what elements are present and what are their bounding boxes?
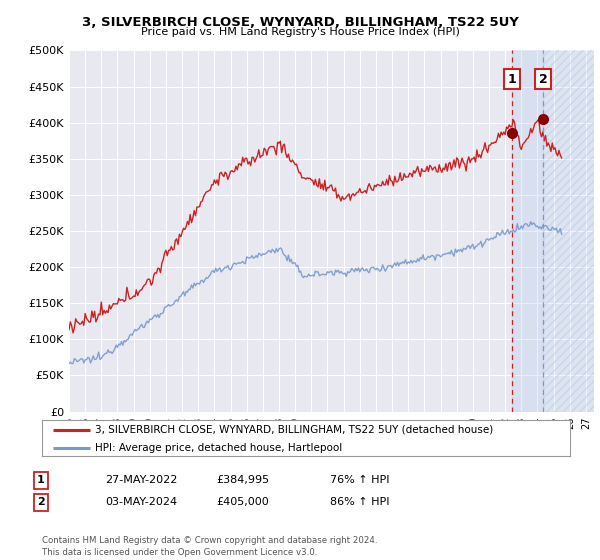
Text: 2: 2 [37,497,44,507]
Bar [512,50,543,412]
Text: Contains HM Land Registry data © Crown copyright and database right 2024.
This d: Contains HM Land Registry data © Crown c… [42,536,377,557]
Text: 27-MAY-2022: 27-MAY-2022 [105,475,178,486]
Text: 3, SILVERBIRCH CLOSE, WYNYARD, BILLINGHAM, TS22 5UY: 3, SILVERBIRCH CLOSE, WYNYARD, BILLINGHA… [82,16,518,29]
Text: 1: 1 [508,73,516,86]
Bar [543,50,594,412]
Text: Price paid vs. HM Land Registry's House Price Index (HPI): Price paid vs. HM Land Registry's House … [140,27,460,37]
Text: HPI: Average price, detached house, Hartlepool: HPI: Average price, detached house, Hart… [95,444,342,454]
Text: 86% ↑ HPI: 86% ↑ HPI [330,497,389,507]
Bar [543,50,594,412]
Text: £405,000: £405,000 [216,497,269,507]
Text: £384,995: £384,995 [216,475,269,486]
Text: 03-MAY-2024: 03-MAY-2024 [105,497,177,507]
Text: 76% ↑ HPI: 76% ↑ HPI [330,475,389,486]
Text: 1: 1 [37,475,44,486]
Text: 3, SILVERBIRCH CLOSE, WYNYARD, BILLINGHAM, TS22 5UY (detached house): 3, SILVERBIRCH CLOSE, WYNYARD, BILLINGHA… [95,425,493,435]
Text: 2: 2 [539,73,547,86]
